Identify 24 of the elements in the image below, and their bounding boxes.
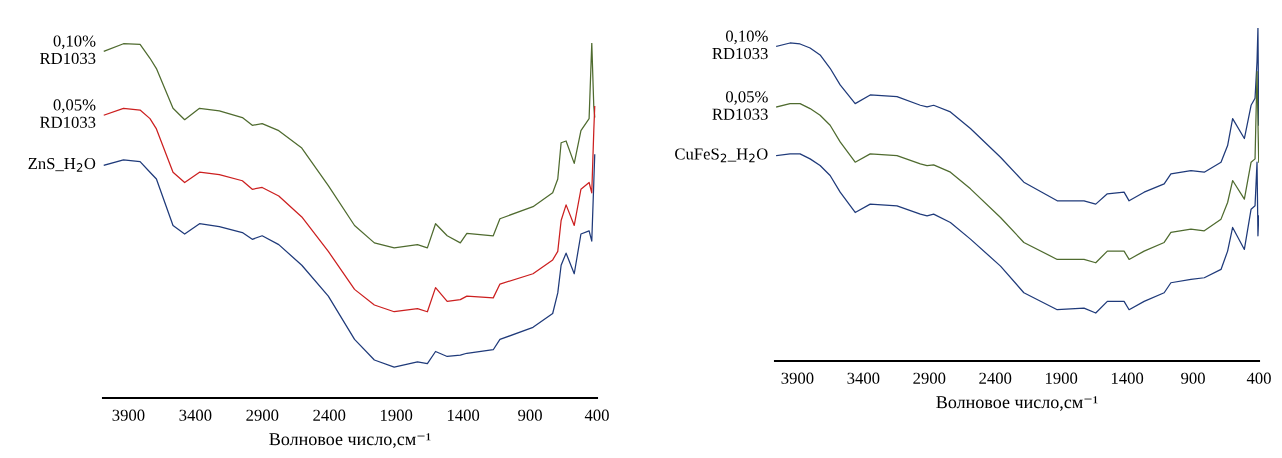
x-axis-title: Волновое число,см⁻¹	[936, 396, 1098, 411]
x-tick-label: 900	[1181, 372, 1205, 384]
series-label: CuFeS$_{2}$_H$_{2}$O	[675, 148, 768, 163]
series-label: 0,10% RD1033	[40, 35, 96, 65]
series-label: ZnS_H$_{2}$O	[28, 157, 96, 172]
x-tick-label: 3900	[781, 372, 814, 384]
x-tick-label: 2400	[313, 409, 346, 421]
x-tick-label: 3400	[847, 372, 880, 384]
x-tick-label: 400	[584, 409, 609, 421]
x-axis-title: Волновое число,см⁻¹	[269, 433, 431, 448]
x-tick-label: 2900	[246, 409, 279, 421]
x-tick-label: 1900	[1045, 372, 1078, 384]
x-tick-label: 400	[1246, 372, 1271, 384]
series-label: 0,10% RD1033	[712, 30, 768, 60]
x-tick-label: 3400	[179, 409, 212, 421]
series-label: 0,05% RD1033	[712, 91, 768, 120]
x-tick-label: 2900	[913, 372, 946, 384]
x-tick-label: 3900	[112, 409, 145, 421]
x-tick-label: 2400	[979, 372, 1012, 384]
series-label: 0,05% RD1033	[40, 99, 96, 128]
x-tick-label: 1900	[380, 409, 413, 421]
x-tick-label: 1400	[1111, 372, 1144, 384]
x-tick-label: 1400	[447, 409, 480, 421]
x-tick-label: 900	[518, 409, 542, 421]
